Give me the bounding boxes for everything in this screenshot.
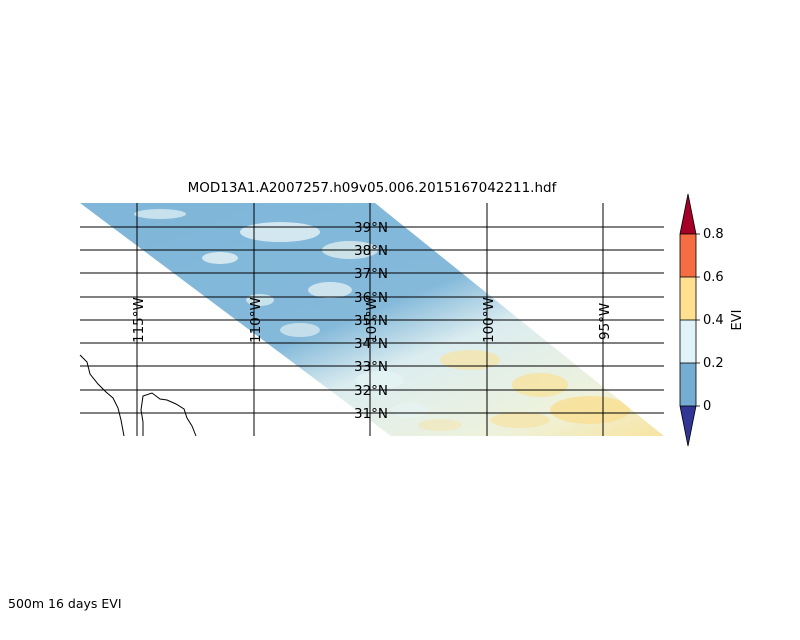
caption: 500m 16 days EVI: [8, 596, 122, 611]
graticule: [80, 203, 664, 436]
colorbar-tick-label: 0: [703, 399, 711, 414]
colorbar-bin: [680, 234, 696, 277]
colorbar-bin: [680, 277, 696, 320]
coastline: [79, 354, 197, 437]
map-title: MOD13A1.A2007257.h09v05.006.201516704221…: [187, 180, 557, 196]
colorbar-label: EVI: [730, 310, 745, 331]
lat-label: 39°N: [354, 220, 388, 236]
colorbar-extend-high: [680, 194, 696, 234]
lon-label: 95°W: [597, 303, 613, 340]
lon-label: 105°W: [364, 297, 380, 343]
lat-label: 33°N: [354, 359, 388, 375]
colorbar-tick-label: 0.6: [703, 270, 724, 285]
colorbar-bin: [680, 320, 696, 363]
colorbar-tick-label: 0.4: [703, 313, 724, 328]
lon-label: 110°W: [248, 297, 264, 343]
lat-label: 38°N: [354, 243, 388, 259]
evi-texture: [134, 209, 630, 431]
colorbar-extend-low: [680, 406, 696, 446]
lat-label: 32°N: [354, 383, 388, 399]
latitude-labels: 39°N 38°N 37°N 36°N 35°N 34°N 33°N 32°N …: [354, 220, 388, 422]
lon-label: 100°W: [481, 297, 497, 343]
lat-label: 36°N: [354, 290, 388, 306]
colorbar-tick-label: 0.8: [703, 227, 724, 242]
longitude-labels: 115°W 110°W 105°W 100°W 95°W: [131, 297, 613, 343]
lat-label: 35°N: [354, 313, 388, 329]
lat-label: 37°N: [354, 266, 388, 282]
colorbar-tick-label: 0.2: [703, 356, 724, 371]
lon-label: 115°W: [131, 297, 147, 343]
lat-label: 31°N: [354, 406, 388, 422]
colorbar-bin: [680, 363, 696, 406]
lat-label: 34°N: [354, 336, 388, 352]
colorbar: 0 0.2 0.4 0.6 0.8 EVI: [679, 193, 745, 447]
